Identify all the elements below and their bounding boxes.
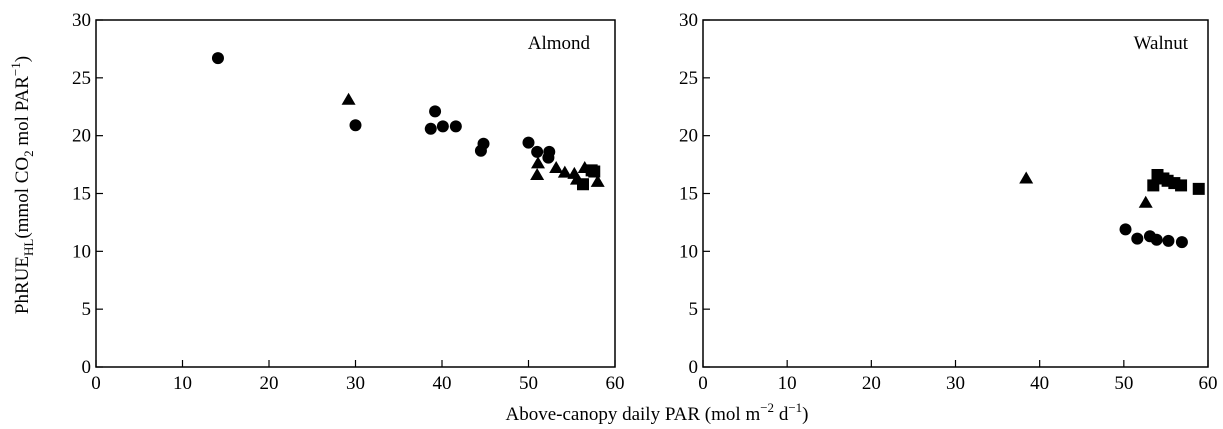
almond-ticks: 0 10 20 30 40 50 60 0 5 10 15 20 25 30 bbox=[72, 10, 625, 394]
almond-triangle-point-0 bbox=[341, 92, 356, 105]
walnut-y-tick-label-5: 25 bbox=[679, 68, 698, 89]
almond-x-tick-label-4: 40 bbox=[433, 373, 452, 394]
almond-plot-frame bbox=[95, 19, 616, 368]
almond-circle-point-9 bbox=[531, 145, 544, 158]
y-axis-title: PhRUEHL(mmol CO2 mol PAR−1) bbox=[8, 56, 36, 314]
x-axis-title-sup2: −1 bbox=[788, 400, 802, 415]
walnut-x-tick-label-3: 30 bbox=[946, 373, 965, 394]
almond-y-tick-label-5: 25 bbox=[72, 68, 91, 89]
walnut-square-point-0 bbox=[1147, 179, 1160, 192]
walnut-x-tick-label-4: 40 bbox=[1030, 373, 1049, 394]
x-axis-title: Above-canopy daily PAR (mol m−2 d−1) bbox=[506, 400, 809, 425]
walnut-circle-point-5 bbox=[1175, 236, 1188, 249]
walnut-y-tick-label-6: 30 bbox=[679, 10, 698, 31]
almond-circle-point-1 bbox=[349, 119, 362, 132]
walnut-circle-point-0 bbox=[1119, 223, 1132, 236]
almond-x-tick-label-6: 60 bbox=[606, 373, 625, 394]
walnut-circle-point-3 bbox=[1150, 233, 1163, 246]
y-axis-title-main: PhRUE bbox=[12, 256, 33, 314]
walnut-circle-point-4 bbox=[1162, 234, 1175, 247]
almond-square-point-2 bbox=[588, 165, 601, 178]
almond-circle-point-8 bbox=[522, 136, 535, 149]
x-axis-title-part1: Above-canopy daily PAR (mol m bbox=[506, 404, 761, 425]
almond-circle-point-2 bbox=[424, 122, 437, 135]
almond-y-tick-label-0: 0 bbox=[82, 357, 92, 378]
almond-marks bbox=[211, 52, 605, 191]
walnut-x-tick-label-2: 20 bbox=[862, 373, 881, 394]
almond-y-tick-label-6: 30 bbox=[72, 10, 91, 31]
almond-circle-point-4 bbox=[436, 120, 449, 133]
walnut-y-tick-label-4: 20 bbox=[679, 126, 698, 147]
almond-triangle-point-1 bbox=[530, 167, 545, 180]
almond-y-tick-label-3: 15 bbox=[72, 184, 91, 205]
almond-x-tick-label-3: 30 bbox=[346, 373, 365, 394]
almond-circle-point-11 bbox=[543, 145, 556, 158]
almond-triangle-point-8 bbox=[590, 174, 605, 187]
almond-triangle-point-3 bbox=[549, 161, 564, 174]
walnut-triangle-point-0 bbox=[1019, 171, 1034, 184]
y-axis-title-unit-open: (mmol CO bbox=[12, 157, 33, 239]
y-axis-title-unit-sub: 2 bbox=[21, 150, 36, 157]
almond-circle-point-3 bbox=[429, 105, 442, 118]
walnut-y-tick-label-1: 5 bbox=[689, 299, 699, 320]
almond-x-tick-label-0: 0 bbox=[91, 373, 101, 394]
walnut-plot-frame bbox=[702, 19, 1209, 368]
y-axis-title-unit-close: ) bbox=[12, 56, 33, 62]
walnut-x-tick-label-6: 60 bbox=[1199, 373, 1218, 394]
y-axis-title-sub: HL bbox=[21, 239, 36, 256]
walnut-ticks: 0 10 20 30 40 50 60 0 5 10 15 20 25 30 bbox=[679, 10, 1218, 394]
walnut-triangle-point-1 bbox=[1138, 195, 1153, 208]
almond-square-point-0 bbox=[576, 178, 589, 191]
walnut-panel: Walnut 0 10 20 30 40 50 60 0 5 10 15 20 25 30 bbox=[679, 10, 1218, 394]
walnut-square-point-6 bbox=[1192, 182, 1205, 195]
walnut-x-tick-label-1: 10 bbox=[778, 373, 797, 394]
almond-y-tick-label-1: 5 bbox=[82, 299, 92, 320]
walnut-circle-point-1 bbox=[1131, 232, 1144, 245]
y-axis-title-unit-sup: −1 bbox=[8, 62, 23, 76]
almond-panel: Almond 0 10 20 30 40 50 60 0 5 10 15 20 25 30 bbox=[72, 10, 625, 394]
almond-circle-point-7 bbox=[477, 137, 490, 150]
y-axis-title-unit-mid: mol PAR bbox=[12, 76, 33, 151]
almond-y-tick-label-2: 10 bbox=[72, 241, 91, 262]
x-axis-title-part3: ) bbox=[802, 404, 808, 425]
walnut-marks bbox=[1019, 168, 1205, 249]
x-axis-title-part2: d bbox=[774, 404, 789, 425]
almond-x-tick-label-5: 50 bbox=[519, 373, 538, 394]
almond-y-tick-label-4: 20 bbox=[72, 126, 91, 147]
almond-circle-point-0 bbox=[211, 52, 224, 65]
almond-x-tick-label-2: 20 bbox=[260, 373, 279, 394]
walnut-y-tick-label-2: 10 bbox=[679, 241, 698, 262]
x-axis-title-sup1: −2 bbox=[760, 400, 774, 415]
walnut-y-tick-label-0: 0 bbox=[689, 357, 699, 378]
walnut-x-tick-label-5: 50 bbox=[1114, 373, 1133, 394]
almond-x-tick-label-1: 10 bbox=[173, 373, 192, 394]
almond-triangle-point-2 bbox=[531, 156, 546, 169]
walnut-x-tick-label-0: 0 bbox=[698, 373, 708, 394]
walnut-y-tick-label-3: 15 bbox=[679, 184, 698, 205]
walnut-panel-label: Walnut bbox=[1134, 33, 1189, 54]
walnut-square-point-5 bbox=[1175, 179, 1188, 192]
almond-circle-point-5 bbox=[449, 120, 462, 133]
almond-panel-label: Almond bbox=[528, 33, 591, 54]
almond-triangle-point-4 bbox=[557, 165, 572, 178]
